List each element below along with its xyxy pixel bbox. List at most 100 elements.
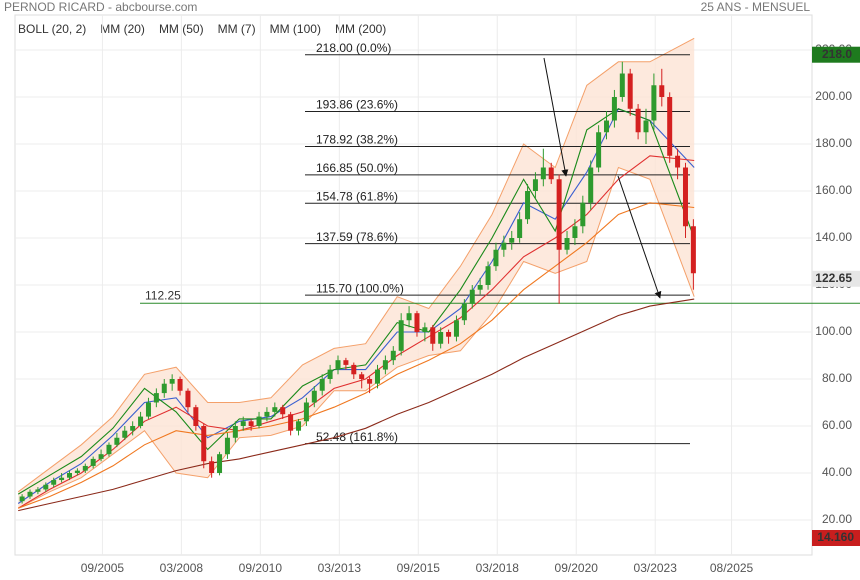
candle-body — [619, 73, 625, 98]
y-tick-label: 180.00 — [815, 136, 852, 150]
candle-body — [532, 179, 538, 192]
candle-body — [453, 320, 459, 337]
candle-body — [106, 444, 112, 455]
price-badge-label: 218.0 — [822, 47, 852, 61]
candle-body — [540, 167, 546, 180]
candle-body — [27, 491, 33, 497]
candle-body — [288, 414, 294, 431]
x-tick-label: 09/2005 — [81, 561, 125, 575]
legend-entry: MM (200) — [335, 22, 386, 36]
candle-body — [19, 496, 25, 502]
candle-body — [627, 73, 633, 109]
candle-body — [280, 407, 286, 415]
candle-body — [303, 402, 309, 422]
candle-body — [51, 480, 57, 485]
candle-body — [319, 378, 325, 391]
candle-body — [564, 238, 570, 250]
moving-average — [18, 202, 695, 509]
y-tick-label: 140.00 — [815, 230, 852, 244]
candle-body — [635, 108, 641, 133]
moving-average — [17, 108, 695, 495]
fib-label: 137.59 (78.6%) — [316, 230, 398, 244]
arrow — [617, 175, 662, 299]
x-tick-label: 08/2025 — [710, 561, 754, 575]
fib-label: 166.85 (50.0%) — [316, 161, 398, 175]
candle-body — [390, 350, 396, 361]
candle-body — [556, 179, 562, 250]
candle-body — [177, 378, 183, 391]
candle-body — [232, 425, 238, 438]
y-tick-label: 160.00 — [815, 183, 852, 197]
candle-body — [596, 132, 602, 168]
candle-body — [130, 425, 136, 431]
y-tick-label: 80.00 — [822, 371, 852, 385]
candle-body — [43, 484, 49, 490]
legend-entry: MM (100) — [270, 22, 321, 36]
candle-body — [90, 458, 96, 466]
candle-body — [351, 364, 357, 375]
candle-body — [509, 238, 515, 243]
bollinger-fill — [18, 38, 695, 509]
x-tick-label: 03/2018 — [476, 561, 520, 575]
candle-body — [382, 360, 388, 370]
chart-title: PERNOD RICARD - abcbourse.com — [4, 0, 197, 14]
y-tick-label: 40.00 — [822, 465, 852, 479]
candle-body — [682, 167, 688, 227]
arrow — [543, 57, 569, 177]
candle-body — [169, 378, 175, 384]
candle-body — [296, 421, 302, 431]
legend-entry: BOLL (20, 2) — [18, 22, 86, 36]
candle-body — [548, 167, 554, 180]
candle-body — [398, 320, 404, 351]
candle-body — [414, 313, 420, 332]
fib-label: 218.00 (0.0%) — [316, 41, 391, 55]
price-badge — [812, 46, 860, 63]
candle-body — [59, 477, 65, 481]
candle-body — [114, 437, 120, 445]
bollinger-upper — [17, 37, 695, 493]
candle-body — [240, 421, 246, 426]
candle-body — [517, 219, 523, 239]
x-tick-label: 09/2010 — [239, 561, 283, 575]
candle-body — [66, 472, 72, 478]
candle-body — [359, 374, 365, 379]
candle-body — [193, 407, 199, 426]
legend: BOLL (20, 2) MM (20) MM (50) MM (7) MM (100)… — [18, 22, 386, 36]
x-tick-label: 09/2020 — [555, 561, 599, 575]
candle-body — [477, 285, 483, 290]
candle-body — [335, 360, 341, 370]
candle-body — [430, 327, 436, 344]
candle-body — [98, 454, 104, 459]
candle-body — [185, 390, 191, 408]
candle-body — [272, 407, 278, 412]
legend-entry: MM (7) — [218, 22, 256, 36]
candle-body — [422, 327, 428, 332]
candle-body — [264, 411, 270, 417]
candle-body — [406, 313, 412, 321]
moving-average — [17, 108, 695, 504]
x-tick-label: 03/2023 — [634, 561, 678, 575]
candle-body — [525, 191, 531, 220]
candle-body — [493, 249, 499, 267]
candle-body — [122, 430, 128, 438]
candle-body — [446, 331, 452, 337]
fib-label: 52.48 (161.8%) — [316, 430, 398, 444]
period-label: 25 ANS - MENSUEL — [701, 0, 811, 14]
candle-body — [327, 369, 333, 379]
price-badge-label: 122.65 — [815, 271, 852, 285]
candle-body — [501, 242, 507, 250]
fib-label: 178.92 (38.2%) — [316, 133, 398, 147]
candle-body — [675, 155, 681, 168]
candle-body — [604, 120, 610, 133]
candle-body — [74, 470, 80, 473]
candle-body — [217, 454, 223, 473]
candle-body — [224, 437, 230, 455]
candle-body — [374, 369, 380, 384]
candle-body — [469, 289, 475, 304]
candle-body — [82, 465, 88, 471]
x-tick-label: 09/2015 — [397, 561, 441, 575]
x-tick-label: 03/2013 — [318, 561, 362, 575]
candle-body — [311, 390, 317, 403]
fib-label: 193.86 (23.6%) — [316, 98, 398, 112]
